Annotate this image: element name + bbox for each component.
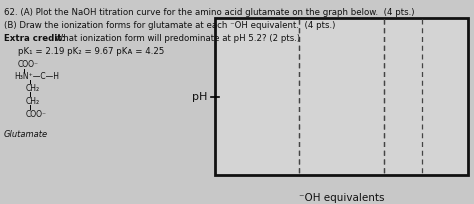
- Text: pH: pH: [191, 92, 207, 102]
- Text: COO⁻: COO⁻: [18, 60, 39, 69]
- Text: (B) Draw the ionization forms for glutamate at each ⁻OH equivalent.  (4 pts.): (B) Draw the ionization forms for glutam…: [4, 21, 336, 30]
- Text: Glutamate: Glutamate: [4, 130, 48, 139]
- FancyBboxPatch shape: [215, 18, 468, 175]
- Text: Extra credit:: Extra credit:: [4, 34, 65, 43]
- Text: CH₂: CH₂: [26, 84, 40, 93]
- Text: ⁻OH equivalents: ⁻OH equivalents: [299, 193, 384, 203]
- Text: CH₂: CH₂: [26, 97, 40, 106]
- Text: 62. (A) Plot the NaOH titration curve for the amino acid glutamate on the graph : 62. (A) Plot the NaOH titration curve fo…: [4, 8, 414, 17]
- Text: COO⁻: COO⁻: [26, 110, 47, 119]
- Text: H₃N⁺—C—H: H₃N⁺—C—H: [14, 72, 59, 81]
- Text: pK₁ = 2.19 pK₂ = 9.67 pKᴀ = 4.25: pK₁ = 2.19 pK₂ = 9.67 pKᴀ = 4.25: [18, 47, 164, 56]
- Text: What ionization form will predominate at pH 5.2? (2 pts.): What ionization form will predominate at…: [52, 34, 300, 43]
